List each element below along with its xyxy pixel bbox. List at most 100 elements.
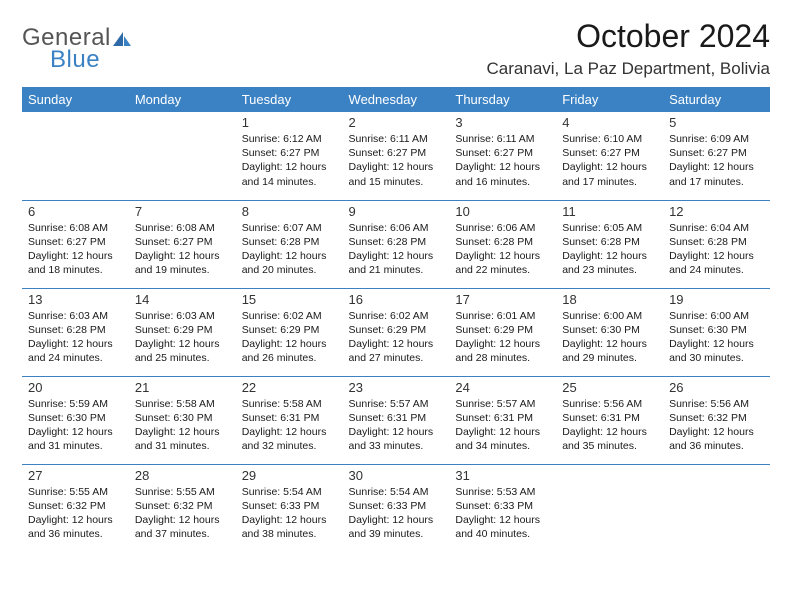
calendar-day-cell: 5 Sunrise: 6:09 AMSunset: 6:27 PMDaylight… [663, 112, 770, 200]
calendar-day-cell: 7Sunrise: 6:08 AMSunset: 6:27 PMDaylight… [129, 200, 236, 288]
day-number: 21 [135, 380, 230, 395]
page-subtitle: Caranavi, La Paz Department, Bolivia [487, 59, 770, 79]
calendar-day-cell: 19 Sunrise: 6:00 AMSunset: 6:30 PMDayligh… [663, 288, 770, 376]
day-details: Sunrise: 5:57 AMSunset: 6:31 PMDaylight:… [349, 397, 444, 454]
weekday-header: Monday [129, 87, 236, 112]
calendar-day-cell: 26 Sunrise: 5:56 AMSunset: 6:32 PMDayligh… [663, 376, 770, 464]
day-number: 1 [242, 115, 337, 130]
day-number: 23 [349, 380, 444, 395]
day-details: Sunrise: 6:03 AMSunset: 6:28 PMDaylight:… [28, 309, 123, 366]
weekday-header: Thursday [449, 87, 556, 112]
day-details: Sunrise: 6:12 AMSunset: 6:27 PMDaylight:… [242, 132, 337, 189]
day-number: 10 [455, 204, 550, 219]
day-number: 4 [562, 115, 657, 130]
day-number: 22 [242, 380, 337, 395]
calendar-day-cell: 15Sunrise: 6:02 AMSunset: 6:29 PMDayligh… [236, 288, 343, 376]
calendar-day-cell: 2 Sunrise: 6:11 AMSunset: 6:27 PMDaylight… [343, 112, 450, 200]
day-details: Sunrise: 6:01 AMSunset: 6:29 PMDaylight:… [455, 309, 550, 366]
day-details: Sunrise: 5:58 AMSunset: 6:30 PMDaylight:… [135, 397, 230, 454]
day-number: 19 [669, 292, 764, 307]
calendar-day-cell: 24 Sunrise: 5:57 AMSunset: 6:31 PMDayligh… [449, 376, 556, 464]
calendar-day-cell [129, 112, 236, 200]
day-details: Sunrise: 5:54 AMSunset: 6:33 PMDaylight:… [349, 485, 444, 542]
day-number: 31 [455, 468, 550, 483]
calendar-day-cell: 29Sunrise: 5:54 AMSunset: 6:33 PMDayligh… [236, 464, 343, 552]
day-number: 27 [28, 468, 123, 483]
calendar-day-cell: 27 Sunrise: 5:55 AMSunset: 6:32 PMDayligh… [22, 464, 129, 552]
calendar-day-cell: 13Sunrise: 6:03 AMSunset: 6:28 PMDayligh… [22, 288, 129, 376]
day-number: 5 [669, 115, 764, 130]
day-number: 26 [669, 380, 764, 395]
day-details: Sunrise: 5:54 AMSunset: 6:33 PMDaylight:… [242, 485, 337, 542]
calendar-header-row: SundayMondayTuesdayWednesdayThursdayFrid… [22, 87, 770, 112]
calendar-week-row: 20 Sunrise: 5:59 AMSunset: 6:30 PMDayligh… [22, 376, 770, 464]
day-number: 18 [562, 292, 657, 307]
calendar-day-cell: 10 Sunrise: 6:06 AMSunset: 6:28 PMDayligh… [449, 200, 556, 288]
brand-logo: General Blue [22, 18, 133, 74]
calendar-day-cell: 8Sunrise: 6:07 AMSunset: 6:28 PMDaylight… [236, 200, 343, 288]
calendar-week-row: 6 Sunrise: 6:08 AMSunset: 6:27 PMDaylight… [22, 200, 770, 288]
day-number: 14 [135, 292, 230, 307]
day-details: Sunrise: 5:57 AMSunset: 6:31 PMDaylight:… [455, 397, 550, 454]
day-details: Sunrise: 6:08 AMSunset: 6:27 PMDaylight:… [28, 221, 123, 278]
calendar-day-cell: 3 Sunrise: 6:11 AMSunset: 6:27 PMDaylight… [449, 112, 556, 200]
calendar-table: SundayMondayTuesdayWednesdayThursdayFrid… [22, 87, 770, 552]
weekday-header: Tuesday [236, 87, 343, 112]
calendar-body: 1 Sunrise: 6:12 AMSunset: 6:27 PMDaylight… [22, 112, 770, 552]
calendar-day-cell: 17 Sunrise: 6:01 AMSunset: 6:29 PMDayligh… [449, 288, 556, 376]
day-number: 8 [242, 204, 337, 219]
day-number: 24 [455, 380, 550, 395]
calendar-week-row: 27 Sunrise: 5:55 AMSunset: 6:32 PMDayligh… [22, 464, 770, 552]
title-block: October 2024 Caranavi, La Paz Department… [487, 18, 770, 79]
day-details: Sunrise: 6:06 AMSunset: 6:28 PMDaylight:… [455, 221, 550, 278]
calendar-day-cell: 6 Sunrise: 6:08 AMSunset: 6:27 PMDaylight… [22, 200, 129, 288]
day-details: Sunrise: 6:02 AMSunset: 6:29 PMDaylight:… [349, 309, 444, 366]
calendar-week-row: 13Sunrise: 6:03 AMSunset: 6:28 PMDayligh… [22, 288, 770, 376]
calendar-day-cell: 4 Sunrise: 6:10 AMSunset: 6:27 PMDaylight… [556, 112, 663, 200]
day-details: Sunrise: 6:06 AMSunset: 6:28 PMDaylight:… [349, 221, 444, 278]
day-number: 16 [349, 292, 444, 307]
day-details: Sunrise: 5:53 AMSunset: 6:33 PMDaylight:… [455, 485, 550, 542]
day-details: Sunrise: 5:59 AMSunset: 6:30 PMDaylight:… [28, 397, 123, 454]
day-number: 30 [349, 468, 444, 483]
page-header: General Blue October 2024 Caranavi, La P… [22, 18, 770, 79]
calendar-day-cell: 1 Sunrise: 6:12 AMSunset: 6:27 PMDaylight… [236, 112, 343, 200]
calendar-day-cell [663, 464, 770, 552]
calendar-day-cell: 25 Sunrise: 5:56 AMSunset: 6:31 PMDayligh… [556, 376, 663, 464]
day-number: 7 [135, 204, 230, 219]
day-number: 3 [455, 115, 550, 130]
calendar-day-cell: 16 Sunrise: 6:02 AMSunset: 6:29 PMDayligh… [343, 288, 450, 376]
calendar-day-cell: 22 Sunrise: 5:58 AMSunset: 6:31 PMDayligh… [236, 376, 343, 464]
day-details: Sunrise: 5:58 AMSunset: 6:31 PMDaylight:… [242, 397, 337, 454]
day-details: Sunrise: 6:10 AMSunset: 6:27 PMDaylight:… [562, 132, 657, 189]
weekday-header: Friday [556, 87, 663, 112]
calendar-day-cell [22, 112, 129, 200]
day-number: 15 [242, 292, 337, 307]
day-details: Sunrise: 6:09 AMSunset: 6:27 PMDaylight:… [669, 132, 764, 189]
weekday-header: Sunday [22, 87, 129, 112]
calendar-day-cell: 30 Sunrise: 5:54 AMSunset: 6:33 PMDayligh… [343, 464, 450, 552]
day-details: Sunrise: 5:56 AMSunset: 6:32 PMDaylight:… [669, 397, 764, 454]
day-details: Sunrise: 5:56 AMSunset: 6:31 PMDaylight:… [562, 397, 657, 454]
calendar-day-cell: 11Sunrise: 6:05 AMSunset: 6:28 PMDayligh… [556, 200, 663, 288]
day-details: Sunrise: 6:11 AMSunset: 6:27 PMDaylight:… [349, 132, 444, 189]
day-number: 25 [562, 380, 657, 395]
day-details: Sunrise: 5:55 AMSunset: 6:32 PMDaylight:… [135, 485, 230, 542]
calendar-day-cell: 23 Sunrise: 5:57 AMSunset: 6:31 PMDayligh… [343, 376, 450, 464]
day-number: 2 [349, 115, 444, 130]
calendar-day-cell: 9 Sunrise: 6:06 AMSunset: 6:28 PMDaylight… [343, 200, 450, 288]
calendar-page: General Blue October 2024 Caranavi, La P… [0, 0, 792, 612]
day-number: 9 [349, 204, 444, 219]
day-number: 17 [455, 292, 550, 307]
day-details: Sunrise: 5:55 AMSunset: 6:32 PMDaylight:… [28, 485, 123, 542]
day-number: 11 [562, 204, 657, 219]
day-details: Sunrise: 6:11 AMSunset: 6:27 PMDaylight:… [455, 132, 550, 189]
weekday-header: Saturday [663, 87, 770, 112]
day-number: 6 [28, 204, 123, 219]
calendar-day-cell: 18Sunrise: 6:00 AMSunset: 6:30 PMDayligh… [556, 288, 663, 376]
day-details: Sunrise: 6:00 AMSunset: 6:30 PMDaylight:… [669, 309, 764, 366]
weekday-header: Wednesday [343, 87, 450, 112]
calendar-week-row: 1 Sunrise: 6:12 AMSunset: 6:27 PMDaylight… [22, 112, 770, 200]
calendar-day-cell: 20 Sunrise: 5:59 AMSunset: 6:30 PMDayligh… [22, 376, 129, 464]
day-number: 20 [28, 380, 123, 395]
